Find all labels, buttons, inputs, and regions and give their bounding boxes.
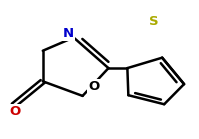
Text: O: O (9, 105, 20, 118)
Text: O: O (88, 80, 99, 93)
Text: N: N (63, 27, 74, 40)
Text: S: S (149, 15, 159, 28)
